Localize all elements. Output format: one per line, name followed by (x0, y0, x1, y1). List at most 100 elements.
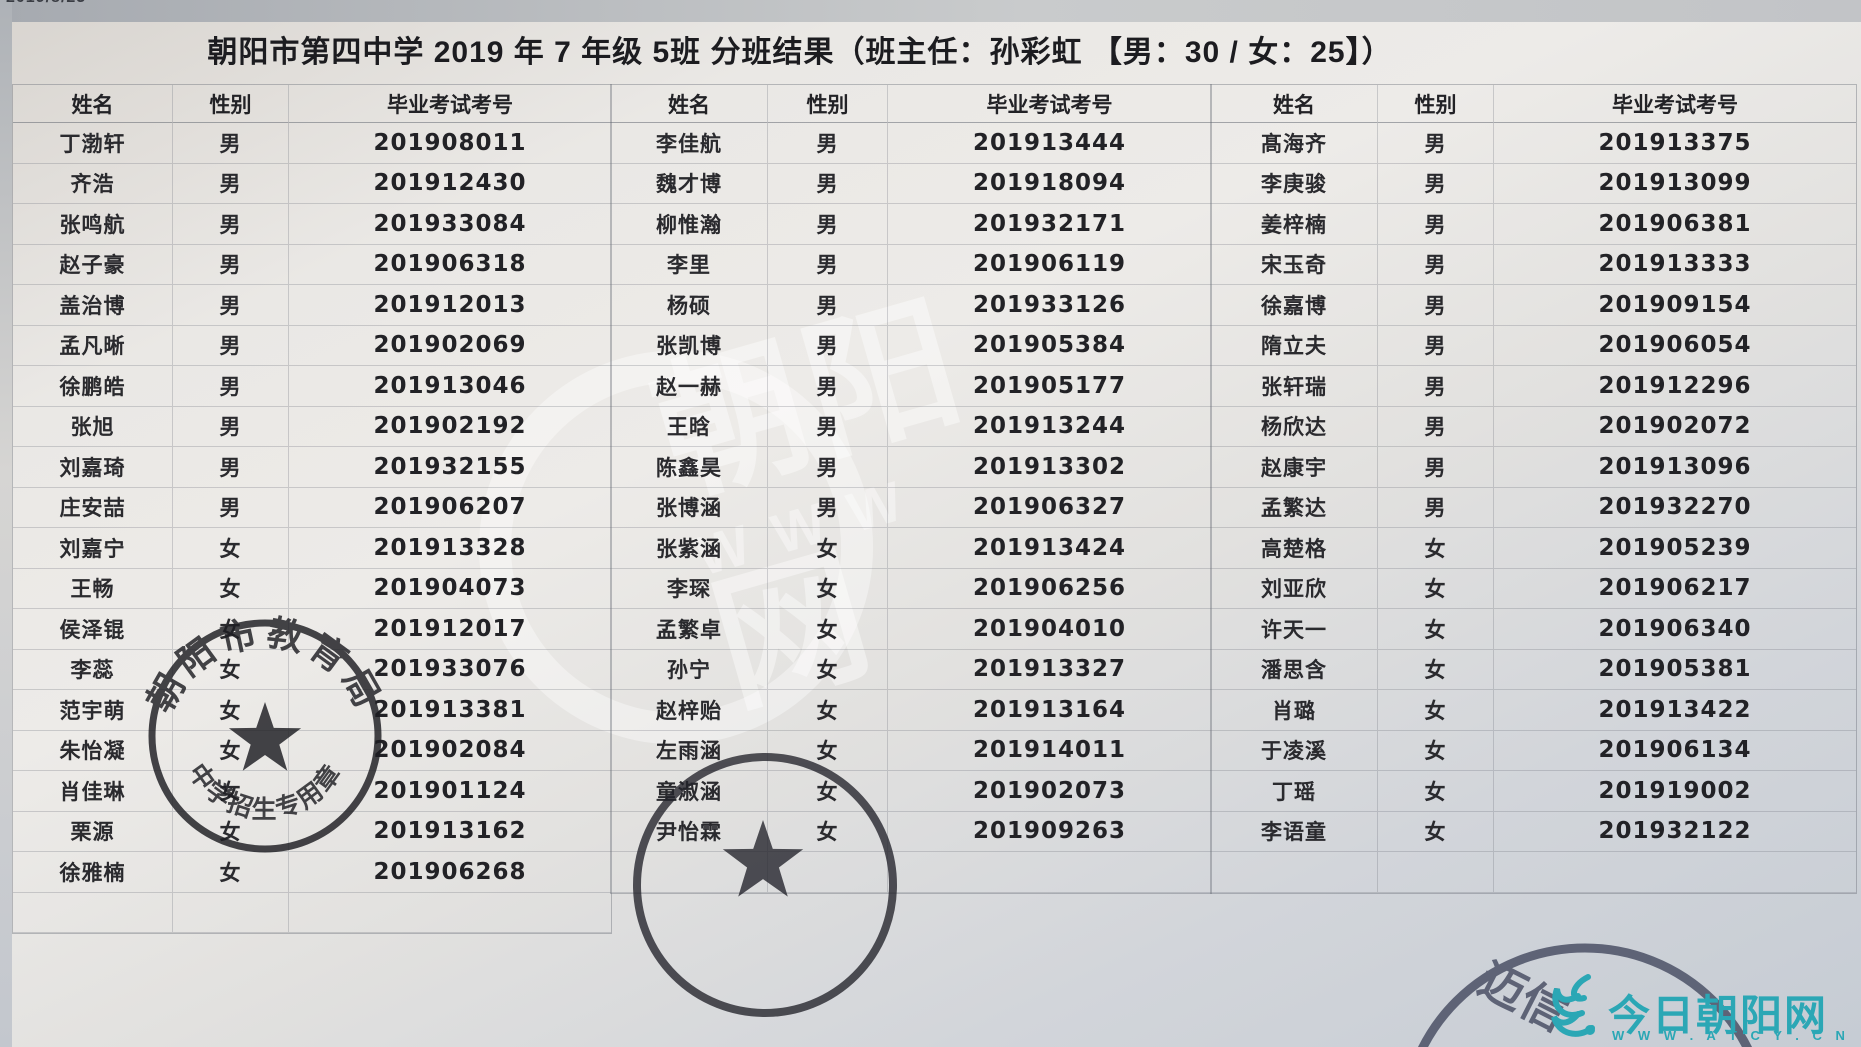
student-exam-no-cell: 201932270 (1494, 488, 1856, 528)
student-name-cell: 李庚骏 (1211, 163, 1378, 204)
student-exam-no-cell: 201904073 (289, 569, 611, 609)
column-header-gender: 性别 (173, 85, 289, 123)
student-gender-cell: 女 (768, 528, 888, 569)
student-name-cell: 孟繁达 (1211, 487, 1378, 528)
student-exam-no-cell: 201919002 (1494, 771, 1856, 812)
student-name-cell: 陈鑫昊 (611, 447, 768, 488)
student-name-cell: 盖治博 (13, 285, 173, 326)
student-exam-no-cell: 201933126 (888, 285, 1211, 326)
student-name-cell: 侯泽锟 (13, 609, 173, 650)
student-exam-no-cell: 201906256 (888, 569, 1211, 609)
student-gender-cell: 女 (768, 811, 888, 852)
student-gender-cell: 男 (1378, 447, 1494, 488)
student-gender-cell: 女 (173, 568, 289, 609)
student-name-cell: 王畅 (13, 568, 173, 609)
student-gender-cell: 男 (173, 487, 289, 528)
column-header-gender: 性别 (768, 85, 888, 123)
student-name-cell: 齐浩 (13, 163, 173, 204)
student-gender-cell: 男 (768, 204, 888, 245)
student-exam-no-cell: 201913096 (1494, 447, 1856, 488)
student-name-cell: 徐嘉博 (1211, 285, 1378, 326)
student-gender-cell: 女 (768, 649, 888, 690)
student-name-cell: 孙宁 (611, 649, 768, 690)
student-exam-no-cell: 201913164 (888, 690, 1211, 731)
student-gender-cell: 女 (768, 609, 888, 650)
student-exam-no-cell: 201913162 (289, 812, 611, 852)
student-name-cell: 尹怡霖 (611, 811, 768, 852)
student-exam-no-cell: 201912296 (1494, 366, 1856, 407)
student-name-cell: 宋玉奇 (1211, 244, 1378, 285)
student-name-cell: 栗源 (13, 811, 173, 852)
student-gender-cell: 男 (173, 406, 289, 447)
student-name-cell: 杨欣达 (1211, 406, 1378, 447)
student-name-cell: 髙海齐 (1211, 123, 1378, 164)
student-name-cell: 范宇萌 (13, 690, 173, 731)
student-name-cell: 隋立夫 (1211, 325, 1378, 366)
student-name-cell: 许天一 (1211, 609, 1378, 650)
student-exam-no-cell: 201909263 (888, 812, 1211, 852)
site-logo-name: 今日朝阳网 (1608, 992, 1829, 1039)
student-gender-cell: 男 (768, 406, 888, 447)
student-name-cell: 赵康宇 (1211, 447, 1378, 488)
student-gender-cell: 男 (1378, 123, 1494, 164)
scan-edge-top (0, 0, 1861, 22)
student-name-cell: 张博涵 (611, 487, 768, 528)
student-name-cell: 张旭 (13, 406, 173, 447)
class-table-group-3: 姓名 性别 毕业考试考号 髙海齐男 201913375 李庚骏男 201913099 姜… (1210, 84, 1857, 894)
student-exam-no-cell: 201913422 (1494, 690, 1856, 731)
student-name-cell: 李琛 (611, 568, 768, 609)
student-gender-cell: 女 (173, 852, 289, 893)
column-header-gender: 性别 (1378, 85, 1494, 123)
student-exam-no-cell: 201905177 (888, 366, 1211, 407)
student-exam-no-cell: 201913046 (289, 366, 611, 407)
student-gender-cell: 男 (173, 204, 289, 245)
column-header-name: 姓名 (611, 85, 768, 123)
student-exam-no-cell: 201913328 (289, 528, 611, 569)
student-exam-no-cell: 201906381 (1494, 204, 1856, 245)
student-name-cell: 徐雅楠 (13, 852, 173, 893)
student-exam-no-cell: 201912013 (289, 285, 611, 326)
student-exam-no-cell: 201913444 (888, 123, 1211, 164)
student-exam-no-cell: 201918094 (888, 164, 1211, 204)
column-header-exam-no: 毕业考试考号 (289, 85, 611, 123)
student-name-cell: 刘嘉琦 (13, 447, 173, 488)
student-gender-cell: 女 (1378, 568, 1494, 609)
empty-cell (173, 892, 289, 933)
empty-cell (1378, 852, 1494, 893)
student-name-cell: 左雨涵 (611, 730, 768, 771)
student-gender-cell: 女 (768, 690, 888, 731)
student-gender-cell: 男 (768, 366, 888, 407)
student-name-cell: 姜梓楠 (1211, 204, 1378, 245)
student-gender-cell: 男 (768, 487, 888, 528)
student-gender-cell: 女 (1378, 730, 1494, 771)
student-exam-no-cell: 201913333 (1494, 245, 1856, 285)
column-header-name: 姓名 (1211, 85, 1378, 123)
student-name-cell: 赵子豪 (13, 244, 173, 285)
student-name-cell: 肖璐 (1211, 690, 1378, 731)
student-gender-cell: 男 (1378, 406, 1494, 447)
bottom-center-stamp (633, 753, 897, 1017)
column-header-exam-no: 毕业考试考号 (1494, 85, 1856, 123)
student-gender-cell: 男 (1378, 163, 1494, 204)
student-gender-cell: 女 (173, 690, 289, 731)
student-gender-cell: 女 (173, 730, 289, 771)
class-table-group-1: 姓名 性别 毕业考试考号 丁渤轩男 201908011 齐浩男 201912430 张鸣… (12, 84, 612, 934)
stamp-star-icon (228, 702, 302, 771)
empty-cell (289, 893, 611, 933)
student-name-cell: 徐鹏皓 (13, 366, 173, 407)
svg-text:中学招生专用章: 中学招生专用章 (183, 758, 348, 824)
student-gender-cell: 女 (173, 528, 289, 569)
student-exam-no-cell: 201908011 (289, 123, 611, 164)
student-gender-cell: 男 (173, 244, 289, 285)
student-gender-cell: 女 (1378, 811, 1494, 852)
student-gender-cell: 男 (768, 285, 888, 326)
student-exam-no-cell: 201913375 (1494, 123, 1856, 164)
student-name-cell: 孟繁卓 (611, 609, 768, 650)
site-logo-url: W W W . A T C Y . C N (1612, 1028, 1850, 1043)
student-gender-cell: 女 (768, 771, 888, 812)
student-gender-cell: 男 (768, 325, 888, 366)
empty-cell (888, 852, 1211, 893)
student-exam-no-cell: 201906217 (1494, 569, 1856, 609)
student-exam-no-cell: 201933076 (289, 650, 611, 690)
student-name-cell: 潘思含 (1211, 649, 1378, 690)
